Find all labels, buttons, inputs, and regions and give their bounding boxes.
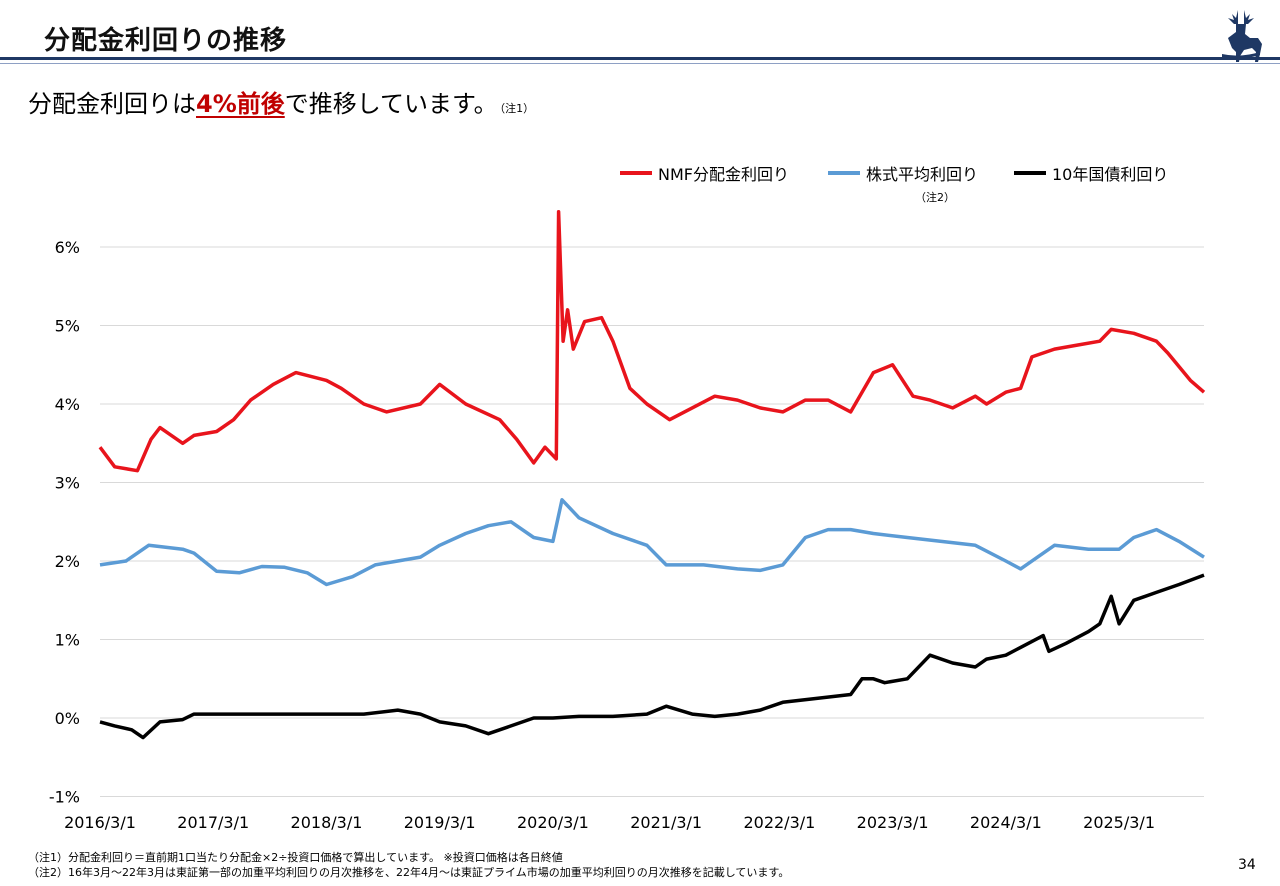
subtitle-after: で推移しています。 bbox=[284, 90, 498, 118]
x-tick-label: 2023/3/1 bbox=[857, 813, 929, 832]
y-tick-label: 5% bbox=[55, 317, 80, 336]
header-rule-thick bbox=[0, 57, 1280, 60]
deer-logo bbox=[1222, 10, 1262, 62]
x-tick-label: 2019/3/1 bbox=[404, 813, 476, 832]
y-tick-label: 4% bbox=[55, 395, 80, 414]
footnotes: （注1）分配金利回り＝直前期1口当たり分配金×2÷投資口価格で算出しています。 … bbox=[28, 850, 789, 880]
page-title: 分配金利回りの推移 bbox=[44, 26, 288, 56]
legend-swatch-jgb bbox=[1014, 171, 1046, 175]
stock-yield-line bbox=[99, 498, 1205, 587]
x-tick-label: 2017/3/1 bbox=[177, 813, 249, 832]
footnote-2: （注2）16年3月～22年3月は東証第一部の加重平均利回りの月次推移を、22年4… bbox=[28, 866, 790, 879]
subtitle-note: （注1） bbox=[499, 102, 535, 115]
legend-label-nmf: NMF分配金利回り bbox=[658, 165, 789, 184]
header-rule-thin bbox=[0, 63, 1280, 64]
chart-grid bbox=[100, 246, 1204, 797]
subtitle-before: 分配金利回りは bbox=[28, 90, 196, 118]
y-tick-label: 1% bbox=[55, 631, 80, 650]
subtitle-highlight: 4%前後 bbox=[196, 90, 285, 118]
x-tick-label: 2018/3/1 bbox=[291, 813, 363, 832]
y-tick-labels: -1% 0% 1% 2% 3% 4% 5% 6% bbox=[49, 238, 80, 807]
y-tick-label: 3% bbox=[55, 474, 80, 493]
x-tick-label: 2022/3/1 bbox=[743, 813, 815, 832]
x-tick-labels: 2016/3/1 2017/3/1 2018/3/1 2019/3/1 2020/3/1… bbox=[64, 813, 1155, 832]
legend-label-stock: 株式平均利回り bbox=[866, 165, 979, 184]
nmf-yield-line bbox=[98, 209, 1206, 473]
deer-icon bbox=[1222, 10, 1262, 62]
x-tick-label: 2021/3/1 bbox=[630, 813, 702, 832]
y-tick-label: 0% bbox=[55, 709, 80, 728]
legend-swatch-stock bbox=[828, 171, 860, 175]
footnote-1: （注1）分配金利回り＝直前期1口当たり分配金×2÷投資口価格で算出しています。 … bbox=[28, 851, 563, 864]
legend-label-jgb: 10年国債利回り bbox=[1052, 165, 1169, 184]
jgb-yield-line bbox=[99, 573, 1205, 740]
x-tick-label: 2016/3/1 bbox=[64, 813, 136, 832]
legend-note: （注2） bbox=[915, 191, 955, 204]
y-tick-label: -1% bbox=[49, 788, 80, 807]
page-number: 34 bbox=[1238, 857, 1256, 873]
x-tick-label: 2025/3/1 bbox=[1083, 813, 1155, 832]
y-tick-label: 2% bbox=[55, 552, 80, 571]
x-tick-label: 2020/3/1 bbox=[517, 813, 589, 832]
y-tick-label: 6% bbox=[55, 238, 80, 257]
legend-swatch-nmf bbox=[620, 171, 652, 175]
series-lines bbox=[98, 209, 1206, 740]
subtitle: 分配金利回りは4%前後で推移しています。 （注1） bbox=[28, 84, 534, 119]
x-tick-label: 2024/3/1 bbox=[970, 813, 1042, 832]
